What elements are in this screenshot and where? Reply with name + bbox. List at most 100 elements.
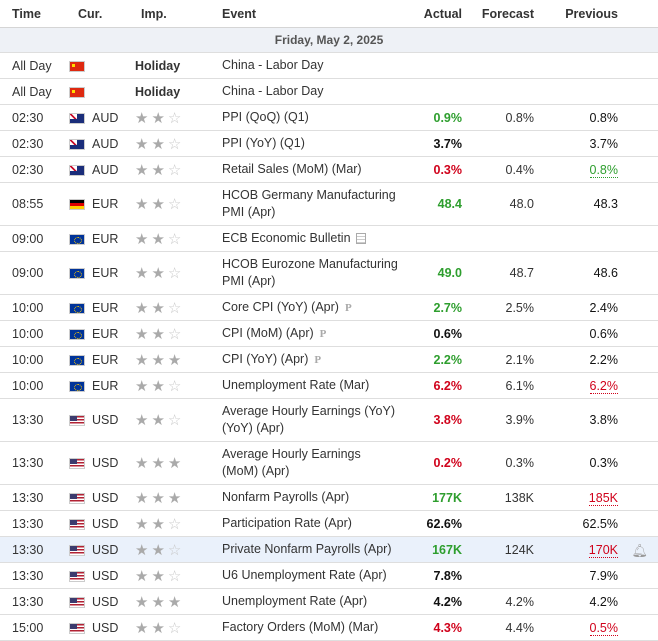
actual-cell [404,78,472,105]
event-cell[interactable]: ECB Economic Bulletin [222,225,404,252]
actual-value: 3.8% [404,398,472,442]
event-row[interactable]: 13:30 USD ★★☆ Private Nonfarm Payrolls (Apr… [0,536,658,563]
event-name[interactable]: China - Labor Day [222,52,404,79]
event-name[interactable]: PPI (YoY) (Q1) [222,136,305,150]
event-cell[interactable]: Average Hourly Earnings (YoY) (YoY) (Apr… [222,398,404,442]
event-cell[interactable]: CPI (YoY) (Apr) P [222,346,404,373]
holiday-row[interactable]: All Day Holiday China - Labor Day [0,78,658,105]
event-name[interactable]: Core CPI (YoY) (Apr) [222,299,339,314]
previous-value[interactable]: 0.5% [589,620,618,636]
event-cell[interactable]: CPI (MoM) (Apr) P [222,320,404,347]
event-name[interactable]: Nonfarm Payrolls (Apr) [222,490,350,504]
event-row[interactable]: 02:30 AUD ★★☆ PPI (YoY) (Q1) 3.7% 3.7% [0,130,658,157]
star-icon: ★ [151,265,168,282]
event-cell[interactable]: Average Hourly Earnings (MoM) (Apr) [222,441,404,485]
event-row[interactable]: 13:30 USD ★★★ Nonfarm Payrolls (Apr) 177K 138… [0,484,658,511]
flag-icon-eu [69,233,85,245]
event-cell[interactable]: HCOB Eurozone Manufacturing PMI (Apr) [222,251,404,295]
event-name[interactable]: Average Hourly Earnings (MoM) (Apr) [222,447,361,478]
previous-cell: 170K 🔔︎ [544,536,658,563]
event-row[interactable]: 10:00 EUR ★★★ CPI (YoY) (Apr) P 2.2% 2.1% 2.2% [0,346,658,373]
previous-value[interactable]: 0.8% [589,162,618,178]
event-name[interactable]: Unemployment Rate (Apr) [222,594,368,608]
event-cell[interactable]: PPI (QoQ) (Q1) [222,104,404,131]
event-row[interactable]: 10:00 EUR ★★☆ CPI (MoM) (Apr) P 0.6% 0.6% [0,320,658,347]
event-cell[interactable]: Core CPI (YoY) (Apr) P [222,294,404,321]
col-event[interactable]: Event [222,0,404,28]
currency-cell: USD [67,562,131,589]
event-row[interactable]: 13:30 USD ★★☆ Average Hourly Earnings (YoY)… [0,398,658,442]
actual-value: 2.7% [404,294,472,321]
event-cell[interactable]: HCOB Germany Manufacturing PMI (Apr) [222,182,404,226]
currency-code: EUR [92,300,119,315]
event-row[interactable]: 09:00 EUR ★★☆ ECB Economic Bulletin [0,225,658,252]
star-icon: ★ [151,230,168,248]
star-icon: ☆ [167,515,185,533]
event-cell[interactable]: Nonfarm Payrolls (Apr) [222,484,404,511]
importance-stars: ★★☆ [131,562,222,589]
col-previous[interactable]: Previous [544,0,658,28]
event-row[interactable]: 13:30 USD ★★☆ Participation Rate (Apr) 62.6%… [0,510,658,537]
previous-cell: 0.3% [544,441,658,485]
event-name[interactable]: HCOB Germany Manufacturing PMI (Apr) [222,188,396,219]
event-name[interactable]: Participation Rate (Apr) [222,516,352,530]
col-forecast[interactable]: Forecast [472,0,544,28]
event-name[interactable]: ECB Economic Bulletin [222,231,351,245]
event-name[interactable]: U6 Unemployment Rate (Apr) [222,568,387,582]
event-cell[interactable]: PPI (YoY) (Q1) [222,130,404,157]
event-cell[interactable]: U6 Unemployment Rate (Apr) [222,562,404,589]
document-icon[interactable] [355,233,366,245]
star-icon: ★ [151,377,168,395]
event-row[interactable]: 08:55 EUR ★★☆ HCOB Germany Manufacturing PM… [0,182,658,226]
event-name[interactable]: Unemployment Rate (Mar) [222,378,370,392]
currency-cell: USD [67,536,131,563]
event-row[interactable]: 13:30 USD ★★★ Average Hourly Earnings (MoM)… [0,441,658,485]
event-name[interactable]: Retail Sales (MoM) (Mar) [222,162,362,176]
previous-value: 3.7% [589,136,619,151]
star-icon: ☆ [167,325,185,343]
event-cell[interactable]: Private Nonfarm Payrolls (Apr) [222,536,404,563]
event-cell[interactable]: Unemployment Rate (Apr) [222,588,404,615]
importance-stars: ★★☆ [131,398,222,442]
event-name[interactable]: China - Labor Day [222,78,404,105]
col-currency[interactable]: Cur. [67,0,131,28]
event-name[interactable]: PPI (QoQ) (Q1) [222,110,309,124]
event-cell[interactable]: Factory Orders (MoM) (Mar) [222,614,404,641]
flag-icon-eu [69,302,85,314]
time-cell: 09:00 [0,251,67,295]
event-row[interactable]: 02:30 AUD ★★☆ Retail Sales (MoM) (Mar) 0.3% 0… [0,156,658,183]
previous-value[interactable]: 185K [588,490,618,506]
bell-plus-icon[interactable]: 🔔︎ [631,542,648,558]
currency-code: USD [92,413,119,427]
flag-icon-us [69,458,85,470]
event-row[interactable]: 02:30 AUD ★★☆ PPI (QoQ) (Q1) 0.9% 0.8% 0.8% [0,104,658,131]
event-cell[interactable]: Unemployment Rate (Mar) [222,372,404,399]
time-cell: 09:00 [0,225,67,252]
event-row[interactable]: 09:00 EUR ★★☆ HCOB Eurozone Manufacturing P… [0,251,658,295]
star-icon: ★ [135,109,152,127]
event-name[interactable]: HCOB Eurozone Manufacturing PMI (Apr) [222,257,398,288]
event-cell[interactable]: Participation Rate (Apr) [222,510,404,537]
event-row[interactable]: 13:30 USD ★★★ Unemployment Rate (Apr) 4.2% 4.… [0,588,658,615]
event-name[interactable]: CPI (YoY) (Apr) [222,351,309,366]
event-row[interactable]: 15:00 USD ★★☆ Factory Orders (MoM) (Mar) 4.3… [0,614,658,641]
importance-stars: ★★☆ [131,510,222,537]
event-name[interactable]: Average Hourly Earnings (YoY) (YoY) (Apr… [222,404,396,435]
col-actual[interactable]: Actual [404,0,472,28]
previous-value[interactable]: 170K [588,542,618,558]
holiday-label: Holiday [131,78,222,105]
forecast-value: 48.7 [472,251,544,295]
holiday-row[interactable]: All Day Holiday China - Labor Day [0,52,658,79]
col-time[interactable]: Time [0,0,67,28]
event-row[interactable]: 10:00 EUR ★★☆ Core CPI (YoY) (Apr) P 2.7% 2.5%… [0,294,658,321]
col-importance[interactable]: Imp. [131,0,222,28]
event-name[interactable]: CPI (MoM) (Apr) [222,325,314,340]
flag-icon-eu [69,268,85,280]
event-row[interactable]: 10:00 EUR ★★☆ Unemployment Rate (Mar) 6.2% 6.… [0,372,658,399]
event-name[interactable]: Private Nonfarm Payrolls (Apr) [222,542,392,556]
event-name[interactable]: Factory Orders (MoM) (Mar) [222,620,379,634]
event-row[interactable]: 13:30 USD ★★☆ U6 Unemployment Rate (Apr) 7.8… [0,562,658,589]
event-cell[interactable]: Retail Sales (MoM) (Mar) [222,156,404,183]
previous-value[interactable]: 6.2% [589,378,618,394]
star-icon: ☆ [167,161,185,179]
